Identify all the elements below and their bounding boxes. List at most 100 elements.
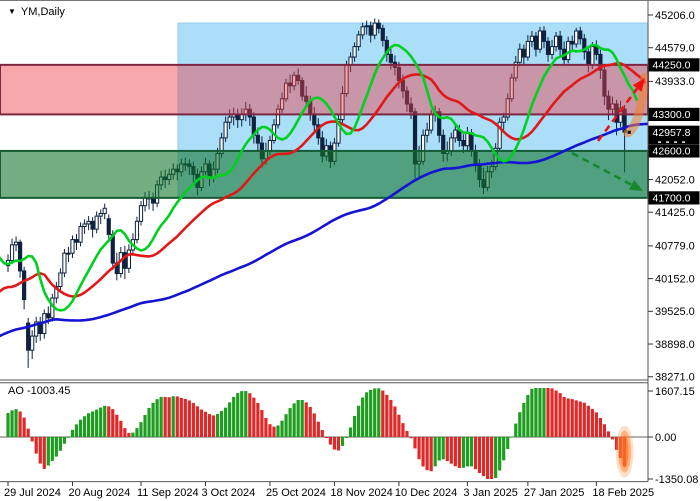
ao-bar-down	[610, 437, 615, 440]
alligator-jaw-line	[0, 122, 648, 338]
price-badge-label: 44250.0	[653, 60, 691, 72]
candle-up	[497, 121, 502, 149]
ao-bar-down	[328, 437, 332, 445]
ao-bar-up	[502, 437, 506, 461]
candle-up	[279, 98, 285, 110]
ao-bar-down	[203, 411, 208, 437]
ao-bar-down	[336, 437, 341, 451]
candle-up	[292, 74, 297, 87]
candle-up	[142, 197, 148, 207]
date-label: 3 Jan 2025	[463, 487, 517, 499]
price-tick-label: 38898.0	[655, 339, 695, 351]
ao-bar-down	[26, 428, 30, 437]
price-badge	[648, 107, 700, 122]
ao-bar-down	[175, 396, 179, 437]
ao-bar-down	[445, 437, 449, 462]
candle-up	[553, 35, 559, 48]
candle-down	[304, 95, 309, 102]
ao-bar-down	[389, 399, 393, 437]
candle-down	[368, 25, 373, 36]
ao-bar-down	[332, 437, 337, 450]
ao-bar-down	[473, 437, 478, 470]
ao-bar-down	[481, 437, 486, 477]
ao-bar-up	[171, 396, 175, 437]
ao-bar-down	[195, 406, 200, 437]
ao-bar-down	[38, 437, 42, 464]
ao-bar-up	[10, 410, 14, 437]
candle-down	[469, 132, 474, 152]
ao-bar-up	[542, 388, 546, 437]
ao-bar-down	[260, 410, 264, 437]
candle-up	[78, 226, 83, 243]
candle-down	[541, 30, 547, 42]
ao-bar-down	[598, 417, 603, 437]
ao-bar-up	[54, 437, 58, 457]
sr-zones-layer	[0, 63, 649, 199]
ao-bar-up	[510, 436, 514, 438]
candle-up	[501, 116, 506, 123]
candle-up	[70, 239, 75, 254]
price-badge	[648, 58, 700, 72]
ao-bar-up	[139, 422, 143, 437]
candle-up	[62, 252, 67, 274]
candle-up	[102, 207, 107, 215]
candle-up	[610, 103, 615, 110]
ao-bar-up	[465, 437, 470, 467]
ao-bar-down	[562, 396, 566, 437]
ao-bar-up	[373, 388, 377, 437]
ao-bar-down	[421, 437, 425, 467]
candle-down	[90, 220, 95, 230]
ao-bar-down	[22, 417, 26, 437]
ao-bar-down	[183, 398, 187, 437]
candle-up	[30, 335, 35, 351]
ao-tick-label: -1350.08	[655, 474, 698, 486]
ao-bar-up	[99, 407, 103, 437]
chrome-layer	[0, 1, 649, 483]
ao-bar-down	[602, 424, 607, 437]
ao-bar-down	[324, 437, 328, 438]
price-tick-label: 41425.0	[655, 207, 695, 219]
ao-bar-up	[6, 412, 10, 437]
ao-bar-down	[558, 393, 562, 437]
candle-down	[461, 139, 466, 147]
dropdown-icon[interactable]: ▼	[8, 7, 16, 16]
green-down-arrow	[571, 151, 643, 191]
candle-down	[408, 103, 414, 113]
ao-bar-down	[248, 393, 252, 437]
ao-bar-down	[405, 430, 409, 437]
candle-up	[525, 40, 530, 58]
hidden-badge-glyph-fragment	[682, 141, 685, 143]
candle-down	[388, 53, 393, 63]
ao-bar-up	[103, 405, 107, 437]
price-badge-label: 42957.8	[653, 127, 691, 139]
ao-bar-up	[82, 416, 87, 437]
ao-bar-down	[618, 437, 623, 459]
ao-bar-down	[425, 437, 429, 471]
ao-bar-up	[433, 437, 437, 467]
ao-bar-down	[34, 437, 38, 454]
ao-bar-down	[485, 437, 490, 479]
ao-bar-up	[292, 403, 296, 437]
ao-glow-inner	[620, 435, 629, 468]
hidden-badge-glyph-fragment	[674, 141, 677, 143]
candle-up	[429, 113, 434, 131]
price-tick-label: 39525.0	[655, 306, 695, 318]
ao-bar-down	[401, 423, 405, 437]
ao-bar-down	[312, 413, 316, 437]
candle-down	[598, 53, 603, 71]
candle-up	[66, 252, 71, 255]
candle-up	[336, 119, 341, 144]
candle-down	[437, 111, 442, 136]
date-label: 27 Jan 2025	[524, 487, 585, 499]
ao-bar-up	[506, 437, 510, 449]
candle-down	[106, 218, 111, 235]
hidden-badge-glyph-fragment	[666, 141, 669, 143]
candle-down	[582, 38, 587, 53]
ao-bar-down	[490, 437, 494, 479]
candle-down	[396, 66, 402, 82]
alligator-teeth-line	[0, 62, 646, 298]
date-label: 29 Jul 2024	[4, 487, 61, 499]
ao-bar-down	[393, 406, 397, 437]
